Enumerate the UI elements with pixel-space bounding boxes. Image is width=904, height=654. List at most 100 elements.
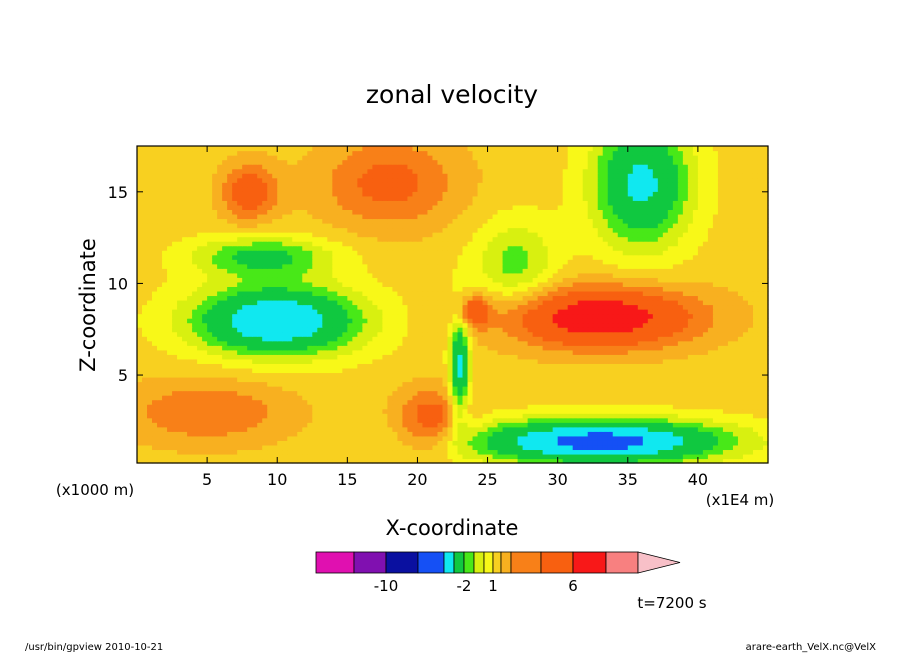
field-cell <box>452 309 459 315</box>
field-cell <box>592 372 599 378</box>
field-cell <box>412 299 419 306</box>
field-cell <box>227 386 233 392</box>
field-cell <box>442 449 449 455</box>
field-cell <box>282 435 288 441</box>
field-cell <box>602 444 609 451</box>
field-cell <box>402 422 409 428</box>
field-cell <box>162 299 168 306</box>
field-cell <box>462 458 469 464</box>
field-cell <box>192 318 198 324</box>
field-cell <box>547 345 554 351</box>
field-cell <box>752 449 759 455</box>
field-cell <box>572 458 579 464</box>
field-cell <box>587 453 594 460</box>
field-cell <box>257 309 263 315</box>
field-cell <box>432 309 439 315</box>
field-cell <box>432 313 439 319</box>
field-cell <box>422 381 429 387</box>
field-cell <box>622 453 629 460</box>
field-cell <box>287 349 293 355</box>
field-cell <box>357 408 363 414</box>
field-cell <box>172 440 178 446</box>
field-cell <box>742 444 749 451</box>
field-cell <box>497 299 504 306</box>
field-cell <box>462 295 469 301</box>
field-cell <box>347 417 353 423</box>
field-cell <box>447 286 454 292</box>
field-cell <box>397 304 404 310</box>
field-cell <box>362 286 368 292</box>
field-cell <box>472 331 479 337</box>
field-cell <box>557 345 564 351</box>
field-cell <box>722 386 729 392</box>
field-cell <box>612 422 619 428</box>
field-cell <box>482 426 489 432</box>
field-cell <box>407 413 414 419</box>
field-cell <box>757 395 764 401</box>
field-cell <box>367 376 373 383</box>
field-cell <box>412 286 419 292</box>
field-cell <box>627 444 634 451</box>
field-cell <box>717 440 724 446</box>
field-cell <box>612 408 619 414</box>
field-cell <box>592 367 599 374</box>
field-cell <box>752 358 759 364</box>
field-cell <box>467 363 474 369</box>
field-cell <box>542 322 549 328</box>
field-cell <box>422 435 429 441</box>
field-cell <box>657 295 664 301</box>
field-cell <box>502 413 509 419</box>
field-cell <box>537 299 544 306</box>
field-cell <box>232 417 238 423</box>
field-cell <box>272 444 278 451</box>
field-cell <box>487 354 494 360</box>
field-cell <box>752 331 759 337</box>
field-cell <box>472 340 479 346</box>
field-cell <box>647 395 654 401</box>
field-cell <box>387 363 394 369</box>
field-cell <box>737 453 744 460</box>
field-cell <box>442 309 449 315</box>
field-cell <box>532 381 539 387</box>
field-cell <box>557 376 564 383</box>
field-cell <box>277 440 283 446</box>
field-cell <box>747 349 754 355</box>
field-cell <box>222 327 228 333</box>
field-cell <box>677 444 684 451</box>
field-cell <box>537 309 544 315</box>
field-cell <box>642 336 649 342</box>
field-cell <box>432 395 439 401</box>
field-cell <box>457 417 464 423</box>
field-cell <box>672 444 679 451</box>
field-cell <box>632 449 639 455</box>
field-cell <box>527 390 534 396</box>
field-cell <box>737 426 744 432</box>
field-cell <box>512 395 519 401</box>
field-cell <box>347 290 353 297</box>
field-cell <box>192 426 198 432</box>
field-cell <box>437 458 444 464</box>
field-cell <box>607 313 614 319</box>
field-cell <box>407 390 414 396</box>
field-cell <box>272 363 278 369</box>
field-cell <box>672 372 679 378</box>
field-cell <box>202 390 208 396</box>
field-cell <box>262 304 268 310</box>
field-cell <box>292 440 298 446</box>
field-cell <box>607 431 614 437</box>
field-cell <box>762 399 769 405</box>
field-cell <box>762 367 769 374</box>
field-cell <box>527 345 534 351</box>
field-cell <box>632 404 639 410</box>
field-cell <box>262 349 268 355</box>
field-cell <box>647 390 654 396</box>
field-cell <box>192 440 198 446</box>
field-cell <box>612 358 619 364</box>
field-cell <box>247 340 253 346</box>
field-cell <box>427 453 434 460</box>
field-cell <box>232 376 238 383</box>
field-cell <box>242 431 248 437</box>
field-cell <box>252 354 258 360</box>
field-cell <box>622 413 629 419</box>
field-cell <box>727 435 734 441</box>
